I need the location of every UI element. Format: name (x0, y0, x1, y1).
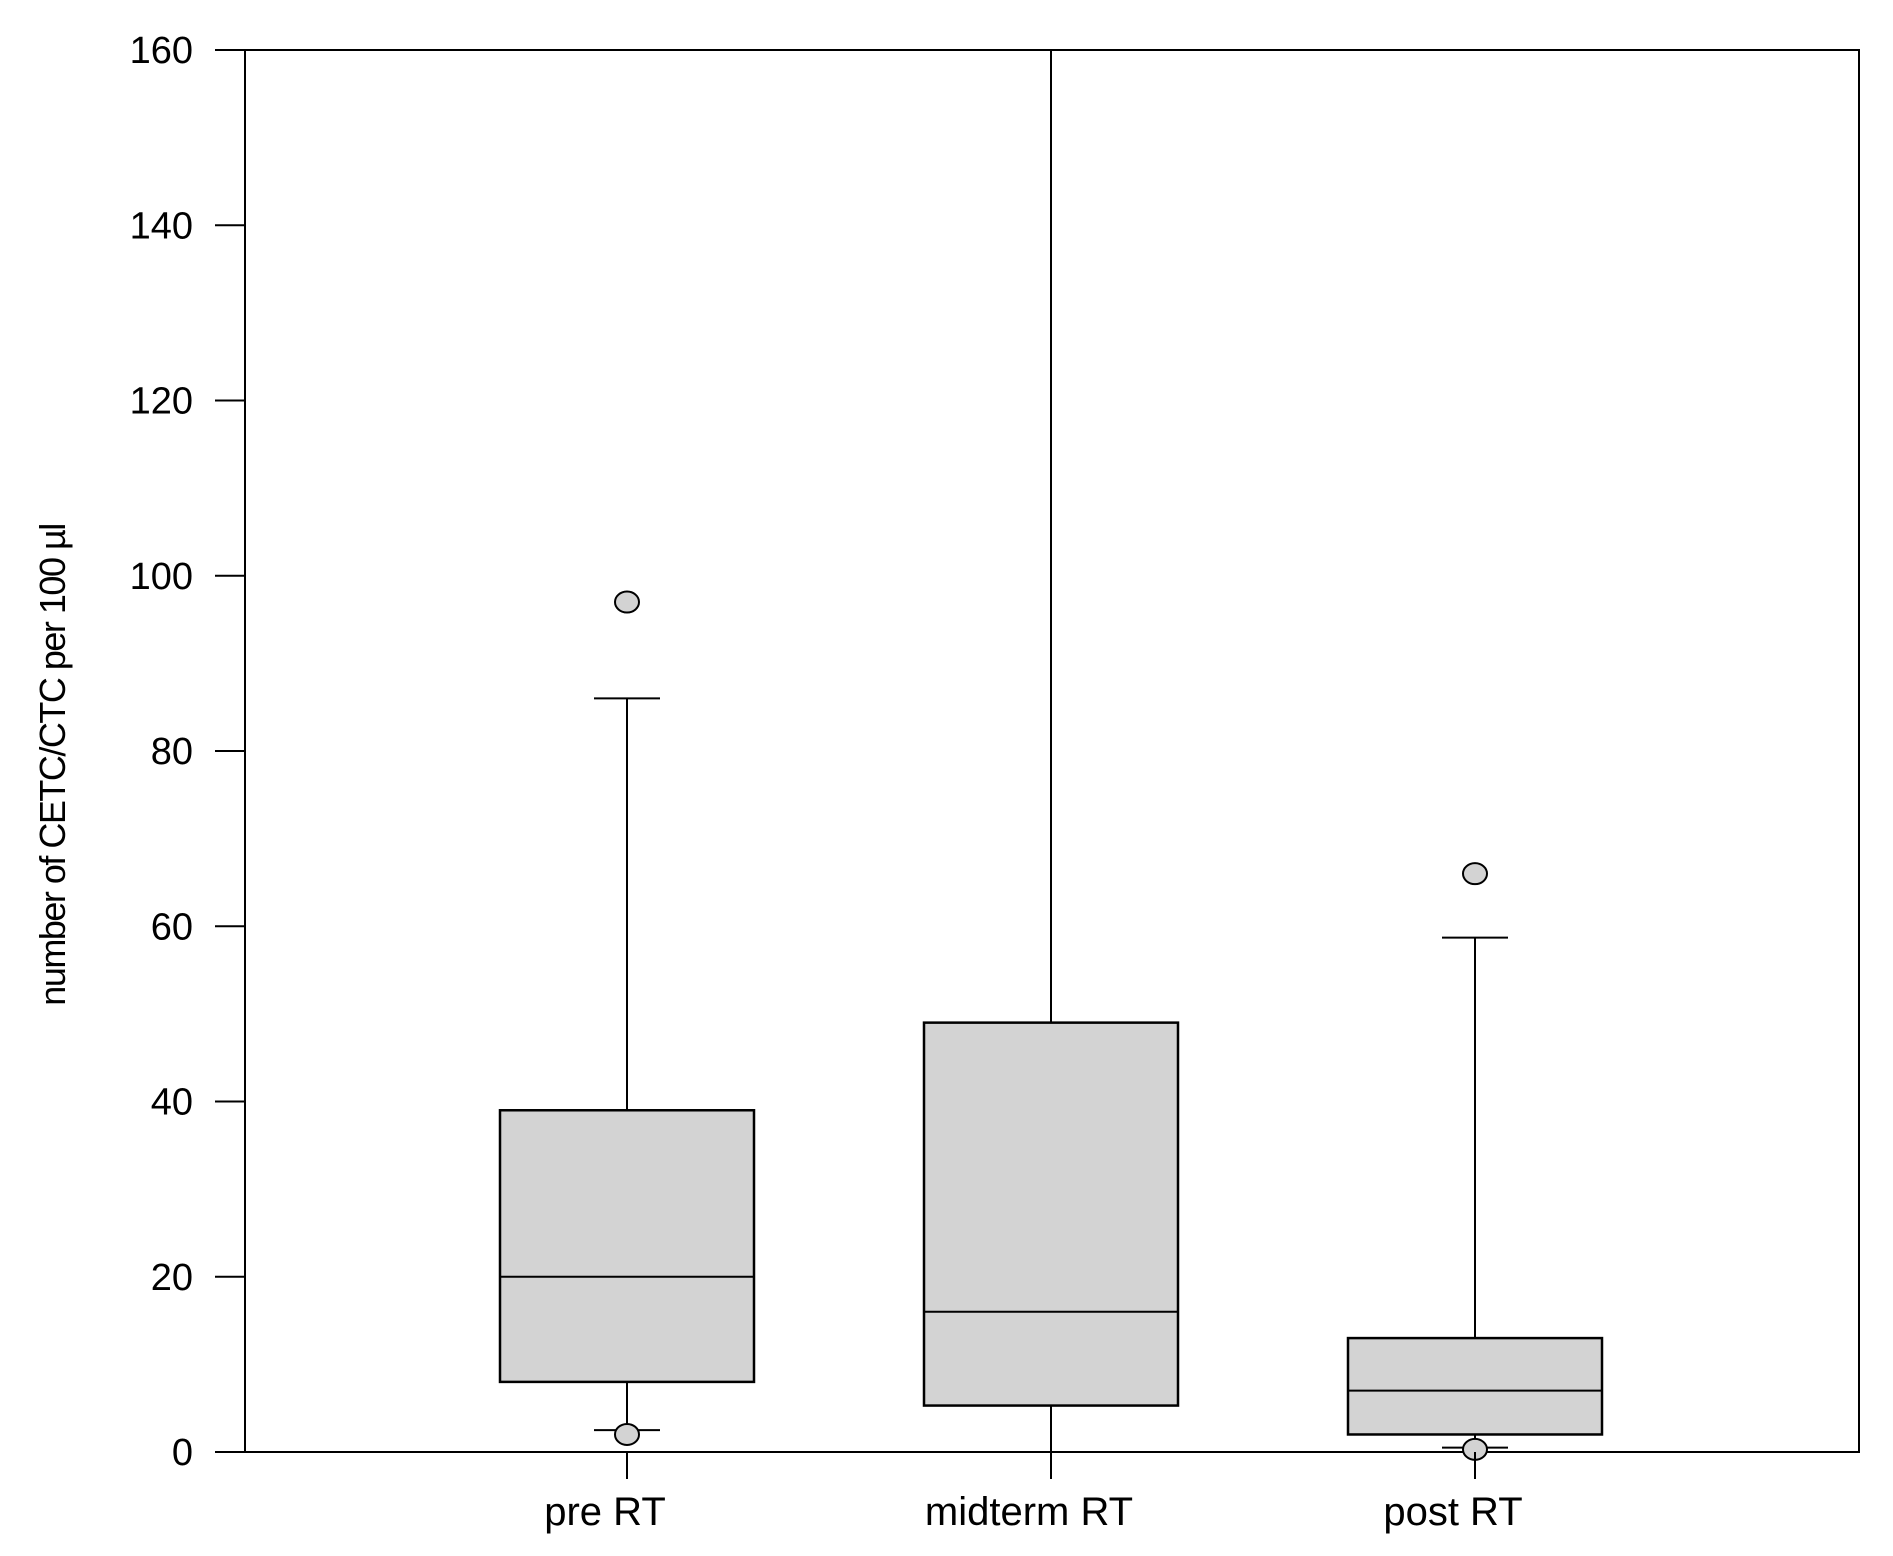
box-group (498, 590, 756, 1446)
outlier-point (614, 1422, 640, 1446)
y-axis: 0 20 40 60 80 100 120 140 160 (130, 30, 245, 1474)
y-tick-label: 80 (151, 731, 193, 773)
outlier-point (1462, 862, 1488, 886)
outlier-point (614, 590, 640, 614)
x-tick-label: post RT (1383, 1490, 1522, 1534)
y-tick-label: 20 (151, 1257, 193, 1299)
box-series (498, 50, 1604, 1461)
x-tick-label: midterm RT (925, 1490, 1133, 1534)
y-tick-label: 120 (130, 381, 193, 423)
y-axis-title: number of CETC/CTC per 100 µl (32, 524, 73, 1005)
y-tick-label: 40 (151, 1082, 193, 1124)
y-tick-label: 140 (130, 205, 193, 247)
box-iqr (498, 1109, 756, 1384)
y-tick-label: 0 (172, 1432, 193, 1474)
box-iqr (922, 1021, 1180, 1407)
x-tick-label: pre RT (544, 1490, 666, 1534)
y-tick-label: 100 (130, 556, 193, 598)
x-axis: pre RT midterm RT post RT (544, 1452, 1523, 1534)
y-tick-label: 60 (151, 906, 193, 948)
box-group (922, 50, 1180, 1452)
y-tick-label: 160 (130, 30, 193, 72)
box-iqr (1346, 1336, 1604, 1436)
box-group (1346, 862, 1604, 1461)
